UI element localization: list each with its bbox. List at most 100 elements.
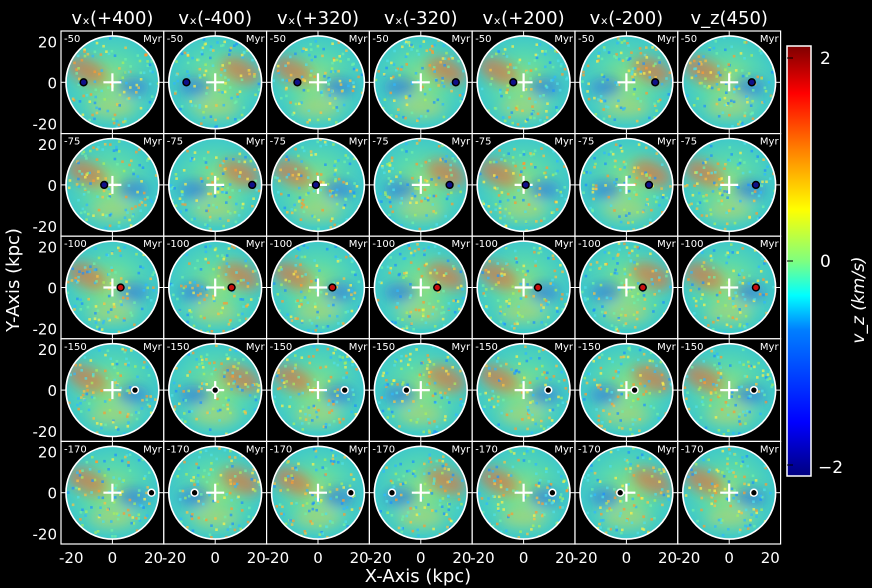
panel: -100 Myr xyxy=(60,235,165,340)
y-tick-label: -20 xyxy=(33,115,58,133)
time-unit-label: Myr xyxy=(349,34,369,45)
satellite-marker xyxy=(402,385,411,395)
satellite-marker xyxy=(182,78,191,87)
y-tick-label: -20 xyxy=(33,423,58,441)
y-tick-label: 0 xyxy=(47,485,57,503)
satellite-marker xyxy=(328,283,337,292)
panel: -100 Myr xyxy=(368,235,473,340)
satellite-marker xyxy=(340,385,349,395)
time-unit-label: Myr xyxy=(554,34,574,45)
satellite-marker xyxy=(433,283,442,292)
panel: -170 Myr xyxy=(471,440,576,545)
column-title: vₓ(+400) xyxy=(71,8,153,29)
panel: -50 Myr xyxy=(677,30,782,135)
time-label: -75 xyxy=(64,137,80,148)
satellite-marker xyxy=(630,385,639,395)
time-label: -50 xyxy=(681,34,697,45)
panel: -170 Myr xyxy=(266,440,371,545)
x-tick-label: 20 xyxy=(350,549,369,567)
time-unit-label: Myr xyxy=(246,137,266,148)
x-tick-label: -20 xyxy=(59,549,84,567)
time-unit-label: Myr xyxy=(452,34,472,45)
panel: -75 Myr xyxy=(60,133,165,237)
satellite-marker xyxy=(311,180,321,190)
time-unit-label: Myr xyxy=(452,239,472,250)
time-unit-label: Myr xyxy=(143,137,163,148)
x-tick-label: 0 xyxy=(622,549,632,567)
time-label: -170 xyxy=(475,444,498,455)
satellite-marker xyxy=(533,283,543,292)
time-unit-label: Myr xyxy=(554,342,574,353)
time-label: -100 xyxy=(167,239,190,250)
column-title: v_z(450) xyxy=(690,8,768,29)
y-tick-label: 0 xyxy=(47,74,57,92)
satellite-marker xyxy=(616,488,625,497)
y-tick-label: -20 xyxy=(33,526,58,544)
time-label: -150 xyxy=(64,342,87,353)
satellite-marker xyxy=(293,78,302,87)
column-title: vₓ(+320) xyxy=(277,8,359,29)
colorbar-label: v_z (km/s) xyxy=(849,256,869,343)
time-label: -100 xyxy=(64,239,87,250)
y-tick-label: 20 xyxy=(38,238,57,256)
time-unit-label: Myr xyxy=(143,342,163,353)
panel: -150 Myr xyxy=(163,338,268,442)
satellite-marker xyxy=(211,385,220,395)
satellite-marker xyxy=(638,283,647,292)
x-tick-label: 20 xyxy=(247,549,266,567)
time-unit-label: Myr xyxy=(554,137,574,148)
time-unit-label: Myr xyxy=(760,444,780,455)
y-tick-label: 0 xyxy=(47,280,57,298)
time-unit-label: Myr xyxy=(657,34,677,45)
time-unit-label: Myr xyxy=(452,444,472,455)
x-tick-label: 20 xyxy=(452,549,471,567)
time-label: -50 xyxy=(475,34,491,45)
x-axis-label: X-Axis (kpc) xyxy=(365,566,471,587)
y-tick-label: -20 xyxy=(33,218,58,236)
time-unit-label: Myr xyxy=(760,34,780,45)
time-label: -150 xyxy=(372,342,395,353)
panel: -50 Myr xyxy=(163,30,268,135)
satellite-marker xyxy=(227,283,236,292)
time-unit-label: Myr xyxy=(657,239,677,250)
satellite-marker xyxy=(509,78,518,87)
time-unit-label: Myr xyxy=(349,444,369,455)
time-label: -50 xyxy=(270,34,286,45)
x-tick-label: 20 xyxy=(658,549,677,567)
colorbar-tick-label: −2 xyxy=(818,458,843,478)
y-tick-label: 20 xyxy=(38,136,57,154)
column-title: vₓ(+200) xyxy=(483,8,565,29)
panel: -170 Myr xyxy=(677,440,782,545)
time-unit-label: Myr xyxy=(143,239,163,250)
time-unit-label: Myr xyxy=(657,444,677,455)
panel: -75 Myr xyxy=(368,133,473,237)
panel: -170 Myr xyxy=(574,440,679,545)
time-label: -75 xyxy=(475,137,491,148)
y-tick-label: 0 xyxy=(47,382,57,400)
column-title: vₓ(-320) xyxy=(384,8,458,29)
satellite-marker xyxy=(190,488,199,497)
y-tick-label: 20 xyxy=(38,444,57,462)
time-label: -100 xyxy=(372,239,395,250)
time-unit-label: Myr xyxy=(349,239,369,250)
time-label: -100 xyxy=(270,239,293,250)
satellite-marker xyxy=(544,385,553,395)
time-label: -100 xyxy=(681,239,704,250)
x-tick-label: 0 xyxy=(724,549,734,567)
colorbar-tick-label: 2 xyxy=(820,49,831,69)
time-label: -50 xyxy=(167,34,183,45)
time-label: -50 xyxy=(578,34,594,45)
time-label: -75 xyxy=(372,137,388,148)
time-label: -170 xyxy=(64,444,87,455)
panel: -75 Myr xyxy=(574,133,679,237)
time-label: -75 xyxy=(578,137,594,148)
satellite-marker xyxy=(100,180,109,190)
time-unit-label: Myr xyxy=(246,239,266,250)
panel: -150 Myr xyxy=(368,338,473,442)
x-tick-label: 20 xyxy=(555,549,574,567)
time-label: -150 xyxy=(475,342,498,353)
satellite-marker xyxy=(747,78,756,87)
time-label: -75 xyxy=(270,137,286,148)
satellite-marker xyxy=(130,385,140,395)
